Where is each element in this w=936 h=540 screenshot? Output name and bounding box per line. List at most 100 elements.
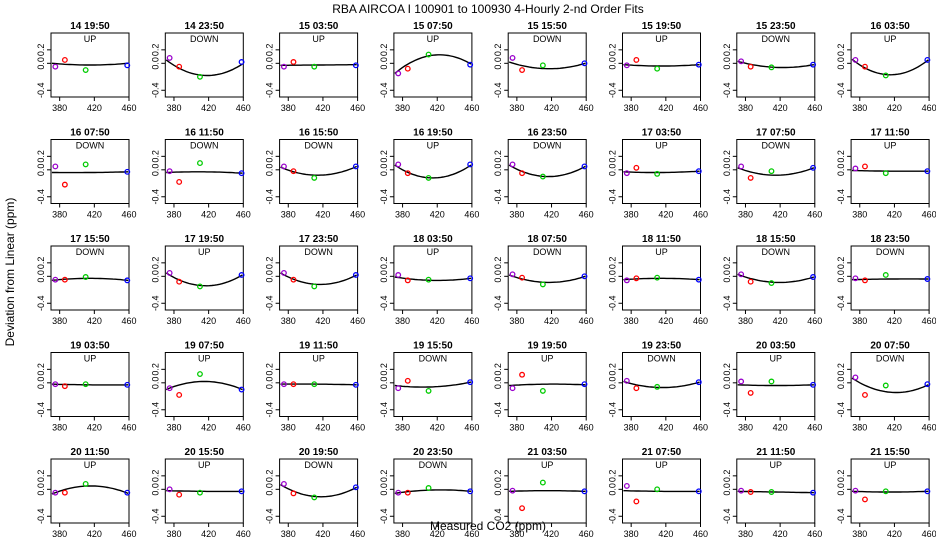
data-point	[581, 163, 588, 170]
x-tick-label: 460	[236, 423, 251, 433]
x-tick-label: 380	[395, 423, 410, 433]
x-tick-label: 460	[693, 103, 708, 113]
x-tick-label: 420	[658, 423, 673, 433]
x-tick-label: 380	[852, 103, 867, 113]
data-point	[124, 489, 131, 496]
data-point	[425, 387, 432, 394]
x-tick-label: 460	[922, 210, 936, 220]
data-point	[695, 379, 702, 386]
data-point	[404, 489, 411, 496]
x-tick-label: 380	[624, 316, 639, 326]
panel-direction: UP	[427, 141, 440, 151]
y-tick-label: -0.4	[265, 296, 275, 312]
x-tick-label: 460	[350, 210, 365, 220]
fit-curve	[509, 490, 586, 492]
x-tick-label: 460	[693, 423, 708, 433]
data-point	[82, 480, 89, 487]
data-point	[924, 488, 931, 495]
panel: 18 23:50 DOWN 380 420 460 -0.4 0.00.2	[836, 234, 936, 326]
data-point	[280, 63, 287, 70]
data-point	[52, 163, 59, 170]
data-point	[738, 58, 745, 65]
panel-frame	[850, 32, 930, 98]
x-tick-label: 380	[852, 210, 867, 220]
x-tick-label: 380	[624, 210, 639, 220]
data-point	[197, 371, 203, 378]
panel-title: 20 07:50	[870, 341, 910, 352]
data-point	[633, 275, 640, 282]
panel: 15 03:50 UP 380 420 460 -0.4 0.00.2	[265, 21, 366, 113]
y-tick-label: 0.0	[608, 57, 618, 70]
data-point	[768, 378, 775, 385]
panel-title: 19 11:50	[299, 341, 338, 352]
panel-direction: DOWN	[876, 247, 905, 257]
data-point	[852, 487, 859, 494]
x-tick-label: 460	[464, 103, 479, 113]
data-point	[862, 63, 868, 70]
fit-curve	[165, 59, 243, 77]
panel-direction: UP	[655, 141, 668, 151]
panel: 15 19:50 UP 380 420 460 -0.4 0.00.2	[608, 21, 709, 113]
panel: 21 15:50 UP 380 420 460 -0.4 0.00.2	[836, 447, 936, 539]
fit-curve	[394, 381, 472, 388]
y-tick-label: 0.2	[150, 363, 160, 376]
data-point	[124, 168, 131, 175]
data-point	[768, 168, 775, 175]
data-point	[82, 161, 89, 168]
data-point	[862, 391, 868, 398]
y-tick-label: 0.2	[36, 257, 46, 270]
panel: 21 07:50 UP 380 420 460 -0.4 0.00.2	[608, 447, 709, 539]
x-tick-label: 460	[464, 316, 479, 326]
data-point	[882, 170, 889, 177]
y-tick-label: -0.4	[608, 509, 618, 525]
x-tick-label: 380	[395, 316, 410, 326]
y-tick-label: 0.2	[608, 150, 618, 163]
x-tick-label: 460	[693, 529, 708, 539]
y-tick-label: -0.4	[493, 83, 503, 99]
x-tick-label: 380	[509, 316, 524, 326]
data-point	[623, 277, 630, 284]
x-tick-label: 460	[350, 423, 365, 433]
panel-title: 16 03:50	[870, 21, 910, 32]
x-tick-label: 380	[738, 529, 753, 539]
y-tick-label: -0.4	[265, 509, 275, 525]
y-tick-label: 0.0	[379, 270, 389, 283]
x-tick-label: 380	[852, 529, 867, 539]
y-tick-label: 0.2	[265, 150, 275, 163]
x-tick-label: 420	[887, 529, 902, 539]
data-point	[852, 165, 859, 172]
x-tick-label: 460	[579, 316, 594, 326]
data-point	[509, 54, 516, 61]
data-point	[352, 163, 359, 170]
panel-title: 18 03:50	[413, 234, 453, 245]
panel: 18 15:50 DOWN 380 420 460 -0.4 0.00.2	[722, 234, 823, 326]
data-point	[695, 168, 702, 175]
data-point	[395, 489, 402, 496]
data-point	[509, 487, 516, 494]
y-tick-label: 0.2	[150, 470, 160, 483]
panel-direction: UP	[655, 460, 668, 470]
panel-title: 17 19:50	[185, 234, 225, 245]
x-tick-label: 420	[544, 210, 559, 220]
data-point	[747, 63, 754, 70]
y-tick-label: 0.2	[608, 44, 618, 57]
y-tick-label: 0.0	[493, 483, 503, 496]
fit-curve	[166, 490, 243, 493]
panel: 19 23:50 DOWN 380 420 460 -0.4 0.00.2	[608, 341, 709, 433]
y-tick-label: 0.2	[608, 363, 618, 376]
panel-title: 15 19:50	[642, 21, 682, 32]
data-point	[519, 67, 526, 74]
x-tick-label: 460	[922, 316, 936, 326]
x-tick-label: 460	[121, 423, 136, 433]
y-tick-label: -0.4	[722, 402, 732, 418]
data-point	[633, 164, 640, 171]
panel: 19 03:50 UP 380 420 460 -0.4 0.00.2	[36, 341, 137, 433]
x-tick-label: 460	[807, 210, 822, 220]
data-point	[862, 277, 868, 284]
x-tick-label: 380	[852, 316, 867, 326]
data-point	[581, 381, 588, 388]
fit-curve	[851, 490, 929, 493]
data-point	[882, 488, 889, 495]
y-tick-label: 0.2	[379, 150, 389, 163]
data-point	[238, 170, 245, 177]
